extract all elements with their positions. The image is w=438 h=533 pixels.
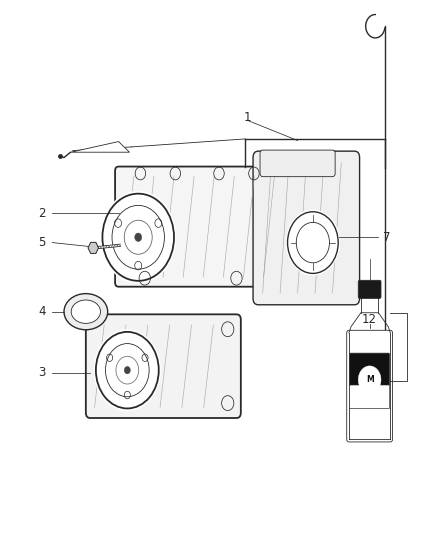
Text: 7: 7 (383, 231, 391, 244)
FancyBboxPatch shape (115, 166, 297, 287)
FancyBboxPatch shape (260, 150, 335, 176)
Circle shape (286, 209, 340, 276)
Text: 2: 2 (39, 207, 46, 220)
Text: 5: 5 (39, 236, 46, 249)
Circle shape (135, 233, 142, 241)
FancyBboxPatch shape (358, 280, 381, 298)
Ellipse shape (71, 300, 100, 324)
Circle shape (124, 367, 131, 374)
Circle shape (358, 366, 381, 393)
FancyBboxPatch shape (86, 314, 241, 418)
Text: 1: 1 (244, 111, 251, 124)
FancyBboxPatch shape (350, 385, 389, 408)
Circle shape (94, 329, 161, 411)
Text: 12: 12 (362, 313, 377, 326)
Text: M: M (366, 375, 374, 384)
Ellipse shape (64, 294, 108, 330)
FancyBboxPatch shape (253, 151, 360, 305)
Text: 4: 4 (39, 305, 46, 318)
Text: 3: 3 (39, 366, 46, 379)
Polygon shape (71, 142, 130, 152)
Circle shape (100, 191, 176, 284)
FancyBboxPatch shape (347, 330, 392, 442)
FancyBboxPatch shape (350, 353, 389, 408)
Polygon shape (88, 243, 99, 253)
